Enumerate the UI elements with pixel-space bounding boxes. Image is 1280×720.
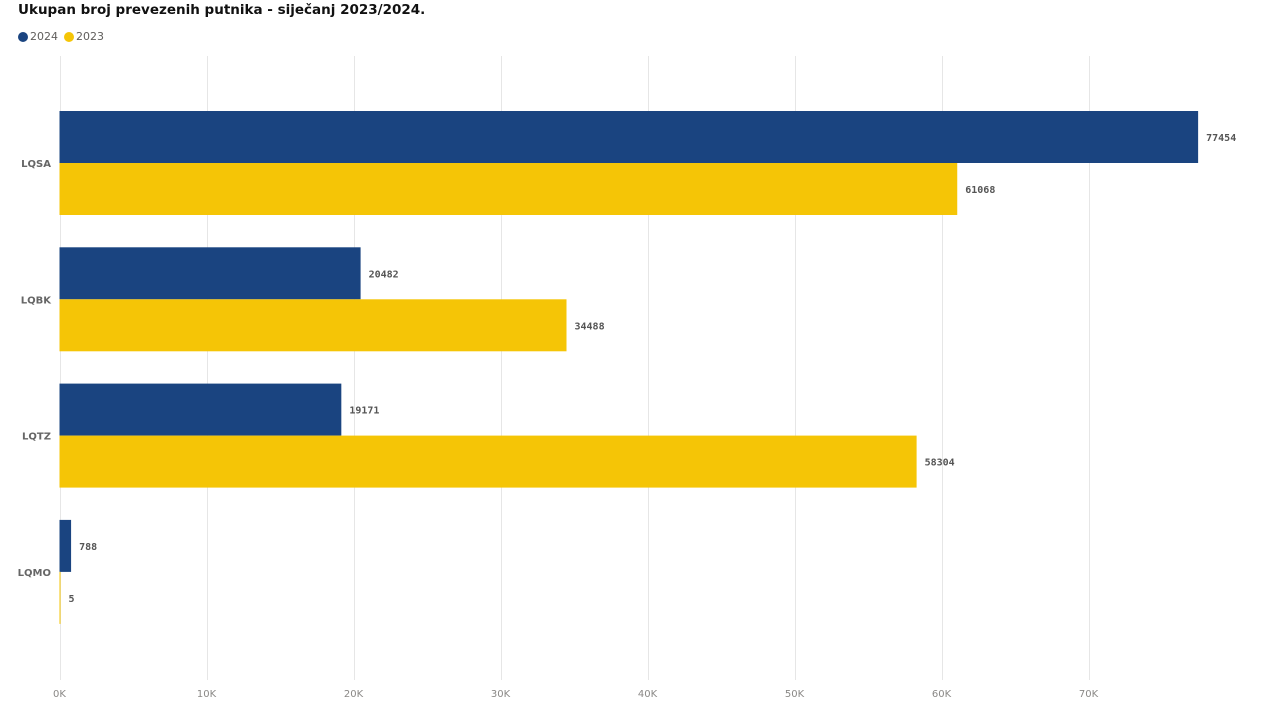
bar-lqtz-2024[interactable] — [59, 383, 342, 436]
labels: 0K 10K 20K 30K 40K 50K 60K 70K LQSA 77454 61068 LQB… — [18, 133, 1237, 700]
bar-lqmo-2024[interactable] — [59, 519, 72, 572]
data-label-lqbk-2024: 20482 — [369, 269, 399, 280]
data-label-lqsa-2023: 61068 — [965, 185, 995, 196]
legend-item-2024[interactable]: 2024 — [18, 30, 58, 43]
x-tick-label: 20K — [344, 689, 364, 700]
bar-lqbk-2023[interactable] — [59, 299, 567, 352]
x-tick-label: 0K — [53, 689, 66, 700]
x-tick-label: 60K — [932, 689, 952, 700]
data-label-lqtz-2024: 19171 — [349, 406, 379, 417]
data-label-lqtz-2023: 58304 — [925, 458, 955, 469]
bar-lqtz-2023[interactable] — [59, 435, 917, 488]
bars — [59, 111, 1199, 624]
data-label-lqsa-2024: 77454 — [1206, 133, 1236, 144]
x-tick-label: 70K — [1079, 689, 1099, 700]
x-tick-label: 10K — [197, 689, 217, 700]
category-label-lqtz: LQTZ — [22, 432, 51, 443]
legend-label-2024: 2024 — [30, 30, 58, 43]
category-label-lqbk: LQBK — [21, 295, 52, 306]
legend-marker-2024 — [18, 31, 28, 42]
bar-lqsa-2023[interactable] — [59, 163, 958, 215]
chart-title: Ukupan broj prevezenih putnika - siječan… — [18, 2, 426, 18]
data-label-lqmo-2023: 5 — [69, 594, 75, 605]
bar-lqsa-2024[interactable] — [59, 111, 1199, 163]
legend-marker-2023 — [64, 31, 74, 42]
x-tick-label: 30K — [491, 689, 511, 700]
x-tick-label: 40K — [638, 689, 658, 700]
legend[interactable]: 2024 2023 — [18, 30, 110, 43]
data-label-lqbk-2023: 34488 — [574, 321, 604, 332]
category-label-lqmo: LQMO — [18, 568, 51, 579]
data-label-lqmo-2024: 788 — [79, 542, 97, 553]
x-tick-label: 50K — [785, 689, 805, 700]
category-label-lqsa: LQSA — [21, 159, 51, 170]
bar-lqbk-2024[interactable] — [59, 247, 361, 300]
legend-item-2023[interactable]: 2023 — [64, 30, 104, 43]
bar-lqmo-2023[interactable] — [59, 571, 61, 624]
legend-label-2023: 2023 — [76, 30, 104, 43]
